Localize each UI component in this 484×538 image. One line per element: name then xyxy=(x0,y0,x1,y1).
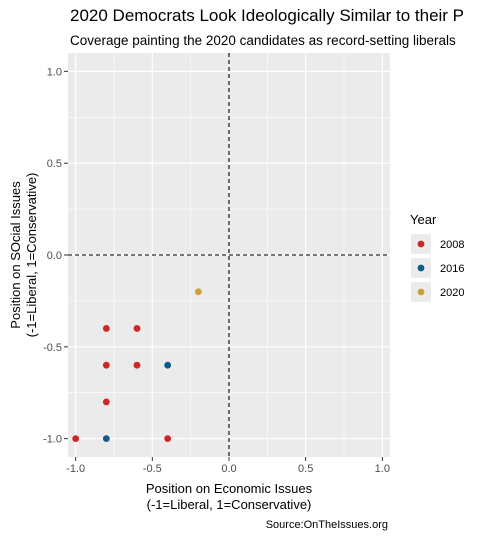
legend-title: Year xyxy=(410,212,437,227)
y-tick-label: 0.0 xyxy=(47,250,62,262)
y-tick-label: 1.0 xyxy=(47,66,62,78)
data-point-2008 xyxy=(103,399,110,406)
data-point-2008 xyxy=(72,435,79,442)
data-point-2008 xyxy=(103,362,110,369)
data-point-2008 xyxy=(103,325,110,332)
x-tick-label: 1.0 xyxy=(375,463,390,475)
data-point-2016 xyxy=(164,362,171,369)
legend-label-2008: 2008 xyxy=(440,239,464,251)
y-tick-label: -0.5 xyxy=(43,342,62,354)
y-tick-label: 0.5 xyxy=(47,158,62,170)
x-axis-title: Position on Economic Issues xyxy=(146,481,313,496)
x-tick-label: 0.0 xyxy=(221,463,236,475)
data-point-2016 xyxy=(103,435,110,442)
y-axis-subtitle: (-1=Liberal, 1=Conservative) xyxy=(24,173,39,338)
source-caption: Source:OnTheIssues.org xyxy=(266,519,388,531)
legend-marker-2020 xyxy=(418,289,425,296)
y-tick-label: -1.0 xyxy=(43,434,62,446)
legend-label-2016: 2016 xyxy=(440,263,464,275)
legend-marker-2016 xyxy=(418,265,425,272)
x-axis-subtitle: (-1=Liberal, 1=Conservative) xyxy=(147,497,312,512)
legend-label-2020: 2020 xyxy=(440,287,464,299)
data-point-2008 xyxy=(164,435,171,442)
data-point-2008 xyxy=(134,362,141,369)
x-tick-label: -0.5 xyxy=(143,463,162,475)
data-point-2008 xyxy=(134,325,141,332)
x-tick-label: 0.5 xyxy=(298,463,313,475)
y-axis-title: Position on SOcial Issues xyxy=(8,181,23,329)
x-tick-label: -1.0 xyxy=(66,463,85,475)
data-point-2020 xyxy=(195,288,202,295)
legend-marker-2008 xyxy=(418,241,425,248)
